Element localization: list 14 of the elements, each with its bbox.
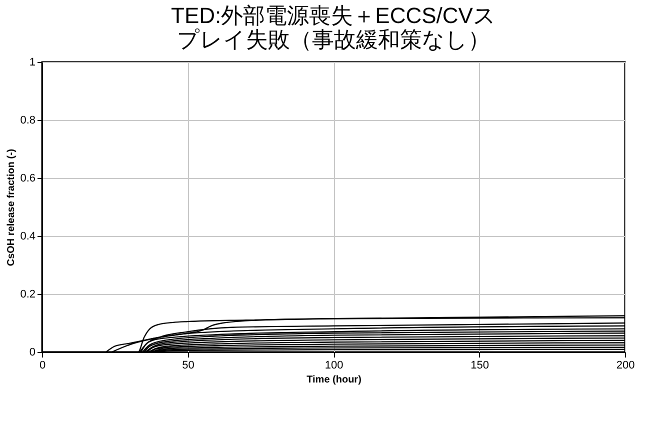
y-tick-label: 0.2: [20, 288, 36, 300]
x-tick-label: 150: [470, 360, 489, 372]
y-tick-label: 0: [29, 346, 36, 358]
chart-title: TED:外部電源喪失＋ECCS/CVスプレイ失敗（事故緩和策なし）: [171, 3, 496, 52]
y-tick-label: 0.6: [20, 172, 36, 184]
x-axis-title: Time (hour): [306, 374, 362, 386]
x-tick-label: 50: [182, 360, 194, 372]
y-axis-title: CsOH release fraction (-): [6, 148, 18, 266]
x-tick-label: 200: [616, 360, 635, 372]
x-tick-label: 100: [324, 360, 344, 372]
y-tick-label: 0.8: [20, 114, 36, 126]
y-tick-label: 0.4: [20, 230, 36, 242]
y-tick-label: 1: [29, 56, 36, 68]
x-tick-label: 0: [39, 360, 46, 372]
